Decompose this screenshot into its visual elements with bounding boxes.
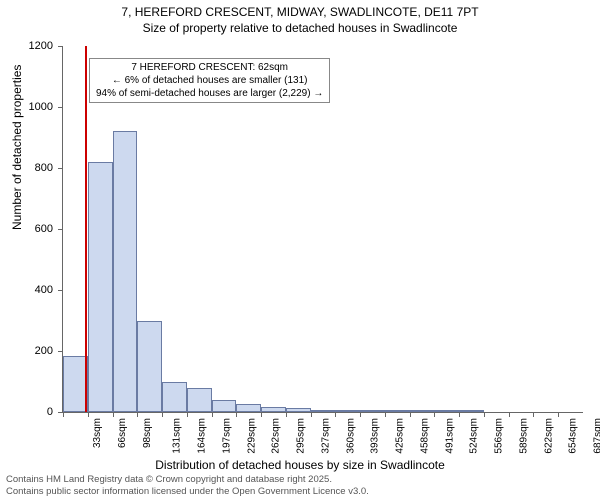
- x-tick-mark: [459, 412, 460, 417]
- y-tick-label: 600: [19, 223, 53, 235]
- y-tick-mark: [58, 229, 63, 230]
- x-axis-label: Distribution of detached houses by size …: [0, 458, 600, 472]
- histogram-bar: [261, 407, 286, 412]
- histogram-bar: [410, 410, 435, 412]
- x-tick-label: 295sqm: [296, 418, 307, 454]
- y-tick-label: 0: [19, 406, 53, 418]
- x-tick-mark: [311, 412, 312, 417]
- x-tick-label: 229sqm: [246, 418, 257, 454]
- annotation-line-3: 94% of semi-detached houses are larger (…: [96, 87, 323, 100]
- x-tick-label: 164sqm: [197, 418, 208, 454]
- title-line-2: Size of property relative to detached ho…: [0, 20, 600, 36]
- histogram-bar: [311, 410, 336, 412]
- footer-line-2: Contains public sector information licen…: [6, 486, 369, 498]
- x-tick-mark: [509, 412, 510, 417]
- x-tick-label: 654sqm: [568, 418, 579, 454]
- y-tick-mark: [58, 290, 63, 291]
- histogram-bar: [286, 408, 311, 412]
- chart-area: 7 HEREFORD CRESCENT: 62sqm ← 6% of detac…: [62, 46, 582, 412]
- x-tick-label: 556sqm: [494, 418, 505, 454]
- histogram-bar: [236, 404, 261, 412]
- x-tick-mark: [113, 412, 114, 417]
- footer-attribution: Contains HM Land Registry data © Crown c…: [6, 474, 369, 498]
- x-tick-mark: [484, 412, 485, 417]
- y-tick-mark: [58, 168, 63, 169]
- y-tick-mark: [58, 46, 63, 47]
- chart-title-block: 7, HEREFORD CRESCENT, MIDWAY, SWADLINCOT…: [0, 0, 600, 36]
- histogram-bar: [459, 410, 484, 412]
- annotation-box: 7 HEREFORD CRESCENT: 62sqm ← 6% of detac…: [89, 58, 330, 103]
- x-tick-label: 262sqm: [271, 418, 282, 454]
- x-tick-label: 131sqm: [172, 418, 183, 454]
- x-tick-label: 327sqm: [320, 418, 331, 454]
- reference-line: [85, 46, 87, 412]
- y-tick-label: 1200: [19, 40, 53, 52]
- histogram-bar: [113, 131, 138, 412]
- x-tick-mark: [335, 412, 336, 417]
- x-tick-mark: [360, 412, 361, 417]
- x-tick-label: 360sqm: [345, 418, 356, 454]
- x-tick-mark: [434, 412, 435, 417]
- x-tick-mark: [533, 412, 534, 417]
- histogram-bar: [360, 410, 385, 412]
- annotation-line-2: ← 6% of detached houses are smaller (131…: [96, 74, 323, 87]
- y-tick-mark: [58, 351, 63, 352]
- histogram-bar: [162, 382, 187, 413]
- y-tick-label: 1000: [19, 101, 53, 113]
- x-tick-mark: [286, 412, 287, 417]
- y-tick-label: 800: [19, 162, 53, 174]
- x-tick-mark: [410, 412, 411, 417]
- y-tick-label: 400: [19, 284, 53, 296]
- x-tick-label: 524sqm: [469, 418, 480, 454]
- x-tick-mark: [385, 412, 386, 417]
- x-tick-label: 393sqm: [370, 418, 381, 454]
- histogram-bar: [335, 410, 360, 412]
- plot-region: 7 HEREFORD CRESCENT: 62sqm ← 6% of detac…: [62, 46, 583, 413]
- x-tick-label: 491sqm: [444, 418, 455, 454]
- histogram-bar: [137, 321, 162, 413]
- x-tick-mark: [63, 412, 64, 417]
- x-tick-label: 622sqm: [543, 418, 554, 454]
- x-tick-mark: [88, 412, 89, 417]
- x-tick-label: 98sqm: [142, 418, 153, 448]
- x-tick-label: 458sqm: [419, 418, 430, 454]
- histogram-bar: [88, 162, 113, 412]
- x-tick-mark: [137, 412, 138, 417]
- x-tick-label: 589sqm: [519, 418, 530, 454]
- y-tick-mark: [58, 107, 63, 108]
- y-axis-label: Number of detached properties: [10, 65, 24, 230]
- histogram-bar: [434, 410, 459, 412]
- x-tick-label: 687sqm: [593, 418, 600, 454]
- histogram-bar: [187, 388, 212, 412]
- footer-line-1: Contains HM Land Registry data © Crown c…: [6, 474, 369, 486]
- x-tick-mark: [261, 412, 262, 417]
- x-tick-mark: [162, 412, 163, 417]
- y-tick-label: 200: [19, 345, 53, 357]
- x-tick-mark: [558, 412, 559, 417]
- x-tick-mark: [187, 412, 188, 417]
- x-tick-label: 197sqm: [221, 418, 232, 454]
- x-tick-label: 66sqm: [117, 418, 128, 448]
- annotation-line-1: 7 HEREFORD CRESCENT: 62sqm: [96, 61, 323, 74]
- x-tick-mark: [212, 412, 213, 417]
- x-tick-label: 33sqm: [92, 418, 103, 448]
- x-tick-mark: [236, 412, 237, 417]
- x-tick-label: 425sqm: [395, 418, 406, 454]
- title-line-1: 7, HEREFORD CRESCENT, MIDWAY, SWADLINCOT…: [0, 4, 600, 20]
- histogram-bar: [212, 400, 237, 412]
- histogram-bar: [385, 410, 410, 412]
